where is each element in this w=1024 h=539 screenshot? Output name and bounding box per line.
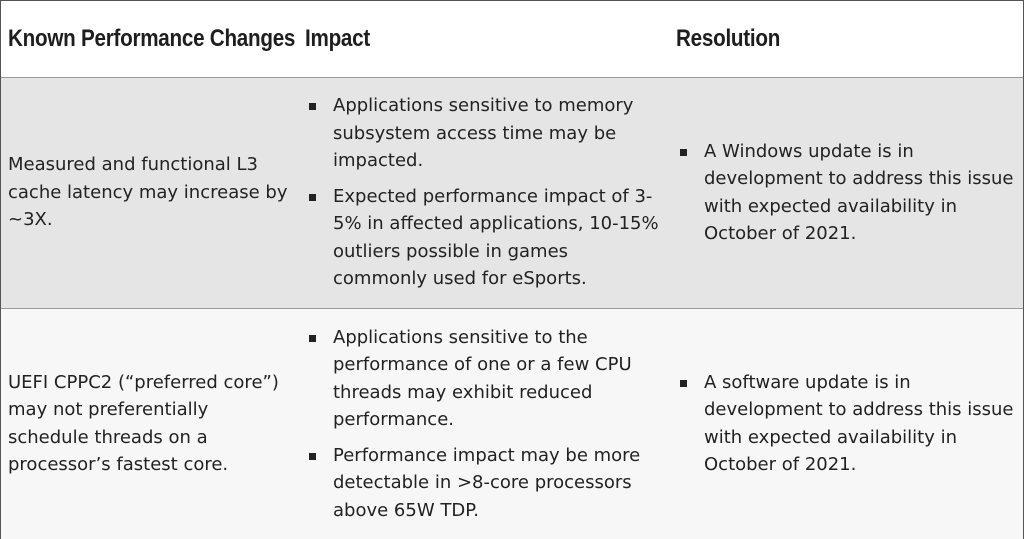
- impact-list: Applications sensitive to the performanc…: [309, 324, 662, 525]
- square-bullet-icon: [309, 103, 316, 111]
- table-row: Measured and functional L3 cache latency…: [1, 77, 1023, 308]
- list-item: Expected performance impact of 3-5% in a…: [309, 183, 662, 293]
- square-bullet-icon: [309, 193, 316, 201]
- table-row: UEFI CPPC2 (“preferred core”) may not pr…: [1, 308, 1023, 539]
- list-item: A Windows update is in development to ad…: [680, 138, 1017, 248]
- resolution-cell: A Windows update is in development to ad…: [670, 77, 1023, 308]
- square-bullet-icon: [309, 334, 316, 342]
- list-item: Applications sensitive to the performanc…: [309, 324, 662, 434]
- resolution-list: A Windows update is in development to ad…: [680, 138, 1017, 248]
- impact-cell: Applications sensitive to the performanc…: [297, 308, 670, 539]
- list-item: A software update is in development to a…: [680, 369, 1017, 479]
- resolution-cell: A software update is in development to a…: [670, 308, 1023, 539]
- column-header-change: Known Performance Changes: [8, 25, 296, 52]
- square-bullet-icon: [680, 148, 687, 156]
- change-cell: Measured and functional L3 cache latency…: [8, 154, 288, 231]
- square-bullet-icon: [309, 452, 316, 460]
- column-header-impact: Impact: [305, 25, 370, 52]
- impact-cell: Applications sensitive to memory subsyst…: [297, 77, 670, 308]
- list-item: Applications sensitive to memory subsyst…: [309, 92, 662, 175]
- impact-list: Applications sensitive to memory subsyst…: [309, 92, 662, 293]
- column-header-resolution: Resolution: [676, 25, 781, 52]
- change-cell: UEFI CPPC2 (“preferred core”) may not pr…: [8, 371, 279, 476]
- resolution-list: A software update is in development to a…: [680, 369, 1017, 479]
- header-row: Known Performance Changes Impact Resolut…: [1, 1, 1023, 77]
- square-bullet-icon: [680, 379, 687, 387]
- list-item: Performance impact may be more detectabl…: [309, 442, 662, 525]
